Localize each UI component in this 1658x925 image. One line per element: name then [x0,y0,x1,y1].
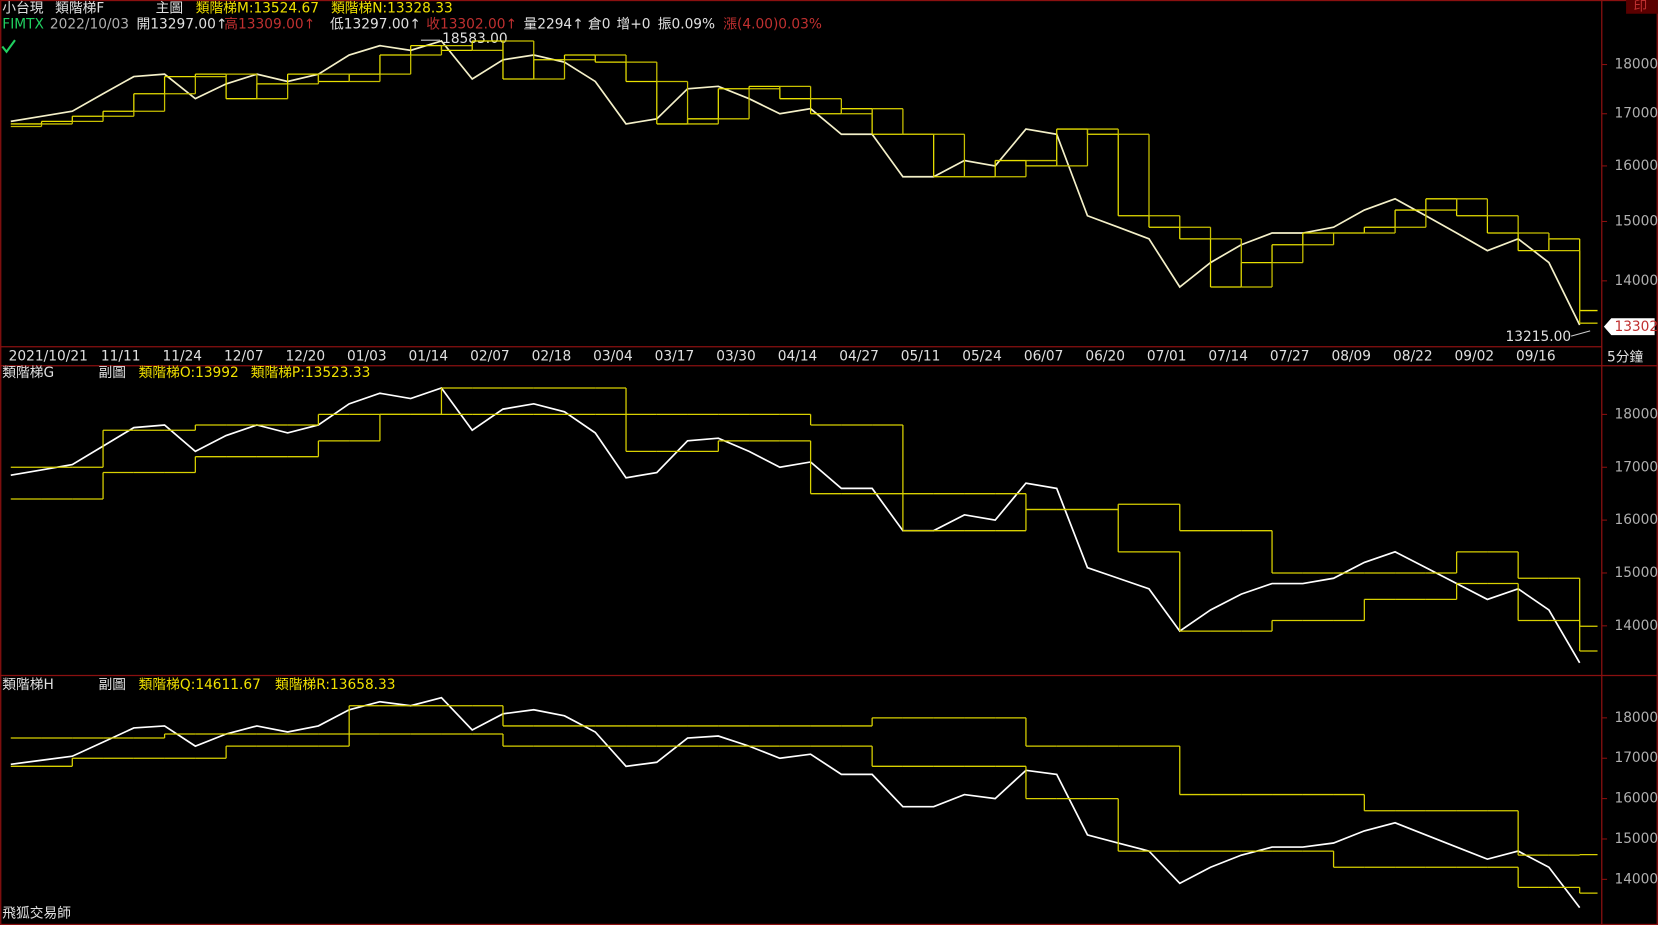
print-button-bg[interactable] [1626,0,1658,14]
quote-close: 收13302.00↑ [426,16,517,32]
y-tick-label: 18000 [1614,57,1658,73]
footer: 飛狐交易師 [2,904,71,921]
y-tick-label: 14000 [1614,273,1658,289]
last-price-tag [1603,318,1655,336]
x-tick-label: 01/03 [347,348,387,364]
quote-amplitude: 振0.09% [658,16,715,32]
legend-entry: 類階梯R:13658.33 [275,677,395,693]
symbol: 小台現 [2,0,43,16]
y-tick-label: 14000 [1614,618,1658,634]
y-tick-label: 17000 [1614,750,1658,766]
pane-title: 類階梯H [2,677,54,693]
legend-entry: 類階梯M:13524.67 [196,0,319,16]
legend-entry: 類階梯P:13523.33 [251,365,371,381]
quote-oi-change: 增+0 [617,16,651,32]
quote-code: FIMTX [2,16,44,32]
x-tick-label: 09/02 [1455,348,1495,364]
x-tick-label: 08/22 [1393,348,1433,364]
x-tick-label: 02/18 [532,348,572,364]
y-tick-label: 15000 [1614,831,1658,847]
y-tick-label: 18000 [1614,406,1658,422]
quote-volume: 量2294↑ [523,16,583,32]
y-tick-label: 15000 [1614,565,1658,581]
legend-entry: 類階梯O:13992 [139,365,239,381]
pane-title: 類階梯F [55,0,104,16]
ladder-riser [40,40,1581,324]
legend-entry: 類階梯N:13328.33 [331,0,453,16]
x-tick-label: 03/30 [716,348,756,364]
pane-label: 主圖 [156,0,183,16]
quote-high: 高13309.00↑ [224,15,315,32]
price-line [10,386,1581,664]
x-tick-label: 12/07 [224,348,264,364]
x-tick-label: 05/24 [962,348,1002,364]
y-tick-label: 17000 [1614,459,1658,475]
x-tick-label: 03/17 [655,348,695,364]
interval: 5分鐘 [1607,348,1643,365]
x-tick-label: 11/11 [101,348,141,364]
x-tick-label: 06/20 [1085,348,1125,364]
y-tick-label: 16000 [1614,512,1658,528]
check-icon [1,39,16,54]
x-tick-label: 07/14 [1208,348,1248,364]
x-tick-label: 11/24 [162,348,202,364]
x-tick-label: 08/09 [1331,348,1371,364]
y-tick-label: 15000 [1614,213,1658,229]
x-tick-label: 07/27 [1270,348,1310,364]
pane-label: 副圖 [99,677,126,693]
y-tick-label: 16000 [1614,791,1658,807]
high-label: 18583.00 [442,31,508,47]
y-tick-label: 16000 [1614,158,1658,174]
x-tick-label: 04/27 [839,348,879,364]
x-tick-label: 02/07 [470,348,510,364]
price-line [10,39,1581,326]
y-tick-label: 17000 [1614,106,1658,122]
pane-title: 類階梯G [2,365,54,381]
quote-open: 開13297.00↑ [137,16,228,32]
low-pointer [1570,330,1591,337]
x-tick-label: 04/14 [778,348,818,364]
y-tick-label: 14000 [1614,871,1658,887]
x-tick-label: 12/20 [286,348,326,364]
print-button[interactable]: 印 [1633,0,1647,14]
y-tick-label: 18000 [1614,710,1658,726]
quote-date: 2022/10/03 [50,16,129,32]
quote-oi: 倉0 [588,16,610,32]
pane-label: 副圖 [99,365,126,381]
x-tick-label: 06/07 [1024,348,1064,364]
x-tick-label: 01/14 [409,348,449,364]
low-label: 13215.00 [1506,329,1572,345]
legend-entry: 類階梯Q:14611.67 [139,677,261,693]
quote-change: 漲(4.00)0.03% [723,16,822,32]
x-tick-label: 2021/10/21 [9,348,88,364]
x-tick-label: 09/16 [1516,348,1556,364]
x-tick-label: 03/04 [593,348,633,364]
quote-low: 低13297.00↑ [330,16,421,32]
price-line [10,696,1581,909]
x-tick-label: 05/11 [901,348,941,364]
x-tick-label: 07/01 [1147,348,1187,364]
last-price: 13302 [1614,319,1658,335]
